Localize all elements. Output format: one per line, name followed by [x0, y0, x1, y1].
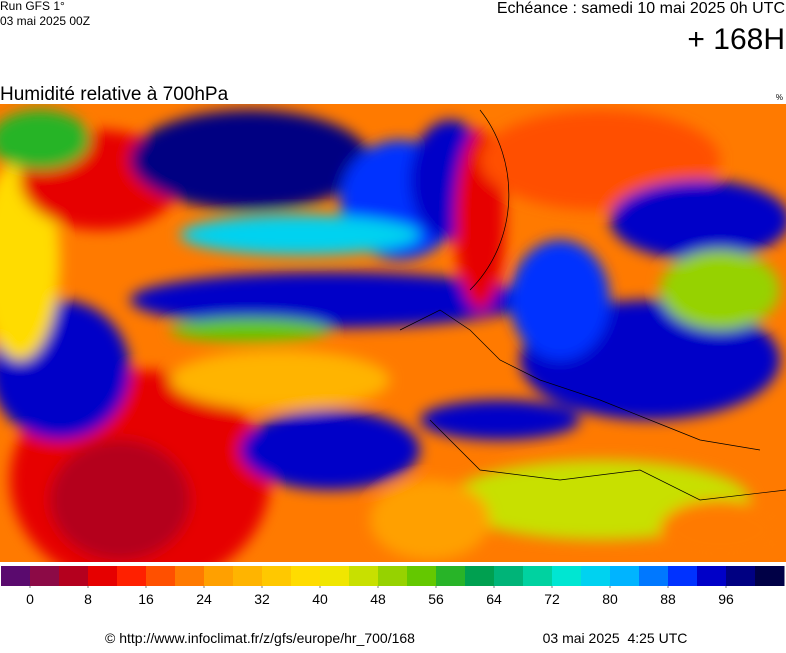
humidity-map	[0, 104, 786, 562]
colorbar-tick-label: 56	[428, 591, 444, 607]
colorbar-swatch	[117, 566, 147, 586]
colorbar-swatch	[523, 566, 553, 586]
colorbar-tick-label: 24	[196, 591, 212, 607]
colorbar-swatch	[59, 566, 89, 586]
colorbar-swatch	[291, 566, 321, 586]
colorbar-tick-label: 80	[602, 591, 618, 607]
colorbar-tick-label: 48	[370, 591, 386, 607]
valid-time: Echéance : samedi 10 mai 2025 0h UTC	[497, 0, 785, 17]
lead-time: + 168H	[687, 23, 785, 56]
colorbar-swatch	[146, 566, 176, 586]
colorbar-swatch	[88, 566, 118, 586]
colorbar-tick-label: 8	[84, 591, 92, 607]
colorbar-swatch	[755, 566, 785, 586]
colorbar-tick-label: 16	[138, 591, 154, 607]
colorbar-swatch	[726, 566, 756, 586]
colorbar-swatch	[378, 566, 408, 586]
colorbar-swatch	[262, 566, 292, 586]
colorbar-swatch	[407, 566, 437, 586]
colorbar-swatch	[320, 566, 350, 586]
source-credit: © http://www.infoclimat.fr/z/gfs/europe/…	[105, 630, 415, 646]
colorbar-tick-label: 96	[718, 591, 734, 607]
colorbar-swatch	[494, 566, 524, 586]
colorbar-tick-label: 72	[544, 591, 560, 607]
colorbar-swatch	[465, 566, 495, 586]
colorbar-swatch	[668, 566, 698, 586]
colorbar-swatch	[1, 566, 31, 586]
colorbar-swatch	[204, 566, 234, 586]
colorbar-swatch	[639, 566, 669, 586]
colorbar-tick-label: 40	[312, 591, 328, 607]
colorbar-swatch	[175, 566, 205, 586]
run-label: Run GFS 1°	[0, 0, 65, 13]
generated-time: 03 mai 2025 4:25 UTC	[543, 630, 688, 646]
colorbar-swatch	[349, 566, 379, 586]
colorbar-tick-label: 64	[486, 591, 502, 607]
unit-label: %	[776, 93, 783, 102]
colorbar-tick-label: 32	[254, 591, 270, 607]
colorbar-tick-label: 0	[26, 591, 34, 607]
colorbar-swatch	[610, 566, 640, 586]
colorbar-swatch	[581, 566, 611, 586]
colorbar: 0 8 16 24 32 40 48 56 64 72 80 88 96	[1, 566, 785, 607]
run-date: 03 mai 2025 00Z	[0, 14, 90, 28]
colorbar-swatch	[233, 566, 263, 586]
colorbar-swatch	[30, 566, 60, 586]
colorbar-swatch	[436, 566, 466, 586]
colorbar-swatch	[552, 566, 582, 586]
colorbar-tick-label: 88	[660, 591, 676, 607]
colorbar-swatch	[697, 566, 727, 586]
map-title: Humidité relative à 700hPa	[0, 84, 229, 105]
